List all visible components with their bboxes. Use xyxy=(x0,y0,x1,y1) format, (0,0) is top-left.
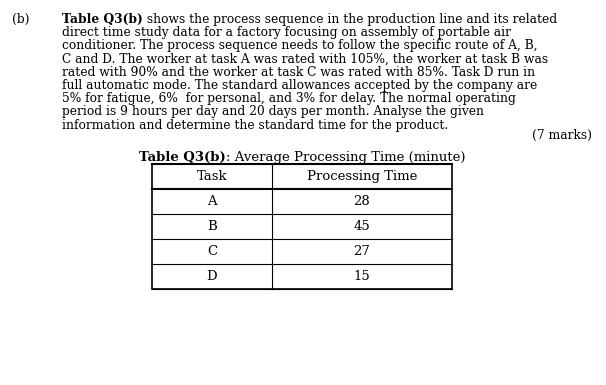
Text: Processing Time: Processing Time xyxy=(307,170,417,182)
Text: 27: 27 xyxy=(353,244,370,258)
Text: shows the process sequence in the production line and its related: shows the process sequence in the produc… xyxy=(143,13,557,26)
Text: Table Q3(b): Table Q3(b) xyxy=(62,13,143,26)
Bar xyxy=(152,164,452,289)
Text: Table Q3(b): Table Q3(b) xyxy=(139,151,225,164)
Text: (b): (b) xyxy=(12,13,30,26)
Text: B: B xyxy=(207,219,217,233)
Text: (7 marks): (7 marks) xyxy=(532,129,592,142)
Text: 15: 15 xyxy=(354,270,370,283)
Text: 45: 45 xyxy=(354,219,370,233)
Text: A: A xyxy=(207,194,217,208)
Text: C: C xyxy=(207,244,217,258)
Text: 5% for fatigue, 6%  for personal, and 3% for delay. The normal operating: 5% for fatigue, 6% for personal, and 3% … xyxy=(62,92,516,105)
Text: 28: 28 xyxy=(354,194,370,208)
Text: D: D xyxy=(207,270,218,283)
Text: rated with 90% and the worker at task C was rated with 85%. Task D run in: rated with 90% and the worker at task C … xyxy=(62,66,535,79)
Text: conditioner. The process sequence needs to follow the specific route of A, B,: conditioner. The process sequence needs … xyxy=(62,39,538,52)
Text: full automatic mode. The standard allowances accepted by the company are: full automatic mode. The standard allowa… xyxy=(62,79,538,92)
Text: C and D. The worker at task A was rated with 105%, the worker at task B was: C and D. The worker at task A was rated … xyxy=(62,53,548,65)
Text: Task: Task xyxy=(197,170,227,182)
Text: information and determine the standard time for the product.: information and determine the standard t… xyxy=(62,119,448,132)
Text: period is 9 hours per day and 20 days per month. Analyse the given: period is 9 hours per day and 20 days pe… xyxy=(62,105,484,119)
Text: direct time study data for a factory focusing on assembly of portable air: direct time study data for a factory foc… xyxy=(62,26,511,39)
Text: : Average Processing Time (minute): : Average Processing Time (minute) xyxy=(225,151,465,164)
